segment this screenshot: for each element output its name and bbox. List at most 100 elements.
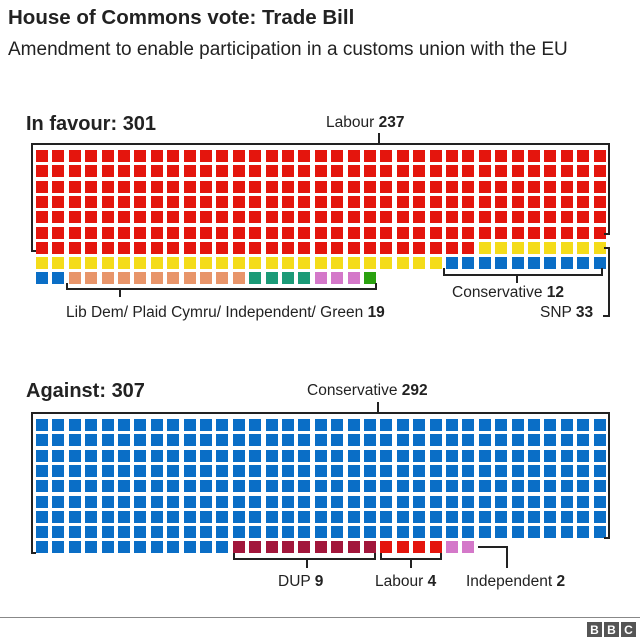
seat-conservative: [232, 449, 245, 462]
seat-conservative: [528, 464, 540, 477]
seat-labour: [380, 150, 393, 162]
seat-labour: [364, 211, 376, 224]
seat-labour: [495, 165, 508, 178]
seat-conservative: [364, 495, 376, 508]
seat-conservative: [85, 419, 98, 431]
seat-conservative: [232, 419, 245, 431]
seat-conservative: [134, 434, 147, 447]
seat-labour: [282, 211, 294, 224]
bracket-favour-others-right: [375, 283, 377, 290]
seat-conservative: [36, 272, 48, 285]
seat-labour: [298, 180, 311, 193]
seat-conservative: [36, 495, 48, 508]
seat-snp: [150, 257, 163, 270]
seat-conservative: [544, 419, 557, 431]
seat-labour: [314, 211, 327, 224]
seat-labour: [134, 226, 147, 239]
seat-conservative: [150, 495, 163, 508]
bracket-favour-labour-left-end: [31, 250, 36, 252]
bbc-logo-letter: C: [621, 622, 636, 637]
seat-labour: [232, 165, 245, 178]
seat-labour: [101, 241, 114, 254]
seat-conservative: [380, 510, 393, 523]
seat-labour: [396, 226, 409, 239]
seat-conservative: [396, 419, 409, 431]
seat-labour: [495, 211, 508, 224]
seat-conservative: [446, 449, 458, 462]
seat-conservative: [118, 419, 130, 431]
seat-plaid-cymru: [249, 272, 262, 285]
seat-labour: [101, 211, 114, 224]
seat-labour: [249, 150, 262, 162]
bracket-favour-labour-tick: [378, 133, 380, 144]
seat-conservative: [36, 541, 48, 554]
seat-labour: [331, 211, 344, 224]
seat-conservative: [68, 434, 81, 447]
seat-snp: [68, 257, 81, 270]
seat-conservative: [298, 480, 311, 493]
seat-dup: [282, 541, 294, 554]
seat-conservative: [396, 526, 409, 539]
seat-labour: [265, 241, 278, 254]
seat-conservative: [495, 495, 508, 508]
seat-lib-dem: [167, 272, 180, 285]
seat-labour: [134, 195, 147, 208]
seat-labour: [380, 165, 393, 178]
seat-conservative: [216, 434, 229, 447]
seat-conservative: [331, 434, 344, 447]
seat-conservative: [249, 449, 262, 462]
seat-conservative: [167, 464, 180, 477]
seat-conservative: [528, 419, 540, 431]
against-label: Against:: [26, 380, 106, 402]
seat-conservative: [150, 541, 163, 554]
seat-conservative: [183, 510, 196, 523]
bracket-favour-labour-left: [31, 143, 33, 252]
seat-conservative: [544, 464, 557, 477]
seat-labour: [68, 211, 81, 224]
seat-labour: [150, 241, 163, 254]
seat-conservative: [265, 526, 278, 539]
seat-labour: [118, 241, 130, 254]
seat-conservative: [52, 495, 65, 508]
seat-labour: [462, 211, 475, 224]
seat-labour: [118, 195, 130, 208]
seat-conservative: [396, 510, 409, 523]
seat-labour: [462, 150, 475, 162]
seat-labour: [429, 195, 442, 208]
seat-lib-dem: [85, 272, 98, 285]
seat-snp: [478, 241, 491, 254]
seat-conservative: [265, 510, 278, 523]
seat-conservative: [511, 419, 524, 431]
seat-labour: [298, 211, 311, 224]
seat-labour: [167, 150, 180, 162]
seat-snp: [429, 257, 442, 270]
seat-conservative: [429, 510, 442, 523]
seat-labour: [216, 150, 229, 162]
seat-conservative: [347, 495, 360, 508]
seat-conservative: [101, 449, 114, 462]
seat-conservative: [331, 480, 344, 493]
seat-labour: [429, 150, 442, 162]
bracket-against-conservative-left-end: [31, 552, 36, 554]
bracket-against-labour-left: [380, 553, 382, 560]
seat-labour: [232, 241, 245, 254]
seat-conservative: [118, 449, 130, 462]
seat-conservative: [150, 434, 163, 447]
seat-labour: [364, 165, 376, 178]
seat-dup: [298, 541, 311, 554]
seat-labour: [282, 226, 294, 239]
seat-conservative: [462, 434, 475, 447]
seat-labour: [396, 165, 409, 178]
seat-labour: [249, 195, 262, 208]
bracket-snp-top: [604, 247, 610, 249]
seat-conservative: [52, 464, 65, 477]
seat-conservative: [216, 480, 229, 493]
seat-labour: [577, 195, 590, 208]
seat-labour: [216, 226, 229, 239]
seat-labour: [118, 150, 130, 162]
seat-conservative: [298, 434, 311, 447]
seat-labour: [396, 180, 409, 193]
seat-labour: [232, 150, 245, 162]
seat-conservative: [85, 464, 98, 477]
bracket-dup-tick: [306, 558, 308, 568]
